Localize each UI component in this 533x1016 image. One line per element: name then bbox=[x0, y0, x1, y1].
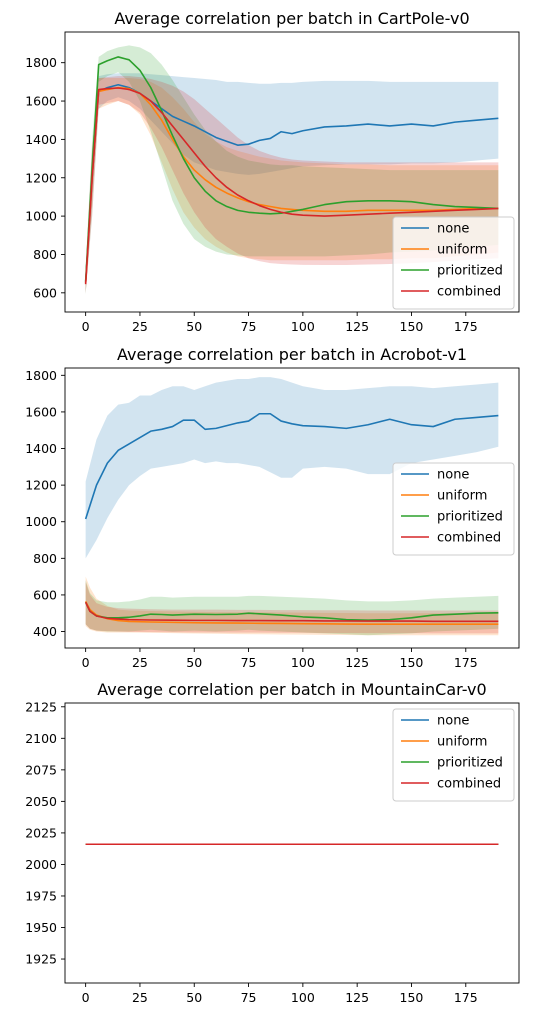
x-tick-label: 25 bbox=[132, 990, 148, 1005]
axes-frame bbox=[64, 367, 520, 649]
y-tick-label: 1000 bbox=[25, 209, 57, 224]
x-tick-label: 50 bbox=[186, 990, 202, 1005]
subplot-acrobot: 0 25 50 75 100 125 150 175 400 600 800 1000 1200 1400… bbox=[25, 345, 520, 670]
x-tick-label: 175 bbox=[454, 319, 478, 334]
legend-label-none: none bbox=[437, 468, 469, 483]
legend-label-combined: combined bbox=[437, 531, 501, 546]
y-tick-label: 600 bbox=[33, 587, 57, 602]
y-tick-label: 1975 bbox=[25, 888, 57, 903]
x-tick-label: 100 bbox=[291, 655, 315, 670]
x-tick-label: 125 bbox=[345, 655, 369, 670]
legend-box bbox=[392, 462, 515, 556]
legend: none uniform prioritized combined bbox=[392, 708, 515, 802]
series-line-prioritized bbox=[84, 56, 499, 282]
x-tick-label: 150 bbox=[400, 319, 424, 334]
series-line-uniform bbox=[84, 86, 499, 284]
y-tick-label: 1200 bbox=[25, 478, 57, 493]
legend-label-prioritized: prioritized bbox=[437, 264, 503, 279]
y-tick-label: 2125 bbox=[25, 699, 57, 714]
legend-label-prioritized: prioritized bbox=[437, 510, 503, 525]
y-tick-label: 1200 bbox=[25, 170, 57, 185]
y-tick-label: 1925 bbox=[25, 952, 57, 967]
band-none bbox=[85, 377, 499, 559]
subplot-cartpole: 0 25 50 75 100 125 150 175 600 800 1000 1200 1400 160… bbox=[25, 9, 520, 334]
x-tick-label: 50 bbox=[186, 655, 202, 670]
x-tick-label: 75 bbox=[241, 990, 257, 1005]
y-tick-label: 400 bbox=[33, 624, 57, 639]
x-tick-label: 100 bbox=[291, 319, 315, 334]
chart-title: Average correlation per batch in CartPol… bbox=[114, 9, 469, 28]
axes-frame bbox=[64, 31, 520, 313]
legend-label-uniform: uniform bbox=[437, 243, 487, 258]
y-tick-label: 1800 bbox=[25, 55, 57, 70]
legend-label-combined: combined bbox=[437, 777, 501, 792]
legend-label-none: none bbox=[437, 714, 469, 729]
x-tick-label: 50 bbox=[186, 319, 202, 334]
x-tick-label: 75 bbox=[241, 655, 257, 670]
x-tick-label: 150 bbox=[400, 990, 424, 1005]
axes-frame bbox=[64, 702, 520, 984]
legend: none uniform prioritized combined bbox=[392, 462, 515, 556]
y-tick-label: 1000 bbox=[25, 514, 57, 529]
legend: none uniform prioritized combined bbox=[392, 216, 515, 310]
y-tick-label: 2050 bbox=[25, 794, 57, 809]
legend-label-uniform: uniform bbox=[437, 489, 487, 504]
x-tick-label: 0 bbox=[82, 655, 90, 670]
x-tick-label: 0 bbox=[82, 319, 90, 334]
legend-label-combined: combined bbox=[437, 285, 501, 300]
x-tick-label: 0 bbox=[82, 990, 90, 1005]
x-tick-label: 75 bbox=[241, 319, 257, 334]
y-tick-label: 600 bbox=[33, 285, 57, 300]
legend-label-uniform: uniform bbox=[437, 735, 487, 750]
x-tick-label: 100 bbox=[291, 990, 315, 1005]
y-tick-label: 1400 bbox=[25, 441, 57, 456]
y-tick-label: 800 bbox=[33, 551, 57, 566]
y-tick-label: 1600 bbox=[25, 404, 57, 419]
band-none bbox=[85, 73, 499, 293]
x-tick-label: 150 bbox=[400, 655, 424, 670]
x-tick-label: 25 bbox=[132, 319, 148, 334]
chart-title: Average correlation per batch in Mountai… bbox=[97, 680, 486, 699]
legend-label-prioritized: prioritized bbox=[437, 756, 503, 771]
series-line-none bbox=[84, 412, 499, 520]
x-tick-label: 25 bbox=[132, 655, 148, 670]
series-line-uniform bbox=[84, 600, 499, 626]
y-tick-label: 1400 bbox=[25, 132, 57, 147]
y-tick-label: 1950 bbox=[25, 920, 57, 935]
subplot-mountaincar: 0 25 50 75 100 125 150 175 1925 1950 1975 2000 2025 2… bbox=[25, 680, 520, 1005]
y-tick-label: 2100 bbox=[25, 731, 57, 746]
x-tick-label: 175 bbox=[454, 655, 478, 670]
x-tick-label: 125 bbox=[345, 319, 369, 334]
y-tick-label: 1600 bbox=[25, 94, 57, 109]
x-tick-label: 125 bbox=[345, 990, 369, 1005]
series-line-combined bbox=[84, 87, 499, 285]
legend-box bbox=[392, 708, 515, 802]
y-tick-label: 1800 bbox=[25, 368, 57, 383]
y-tick-label: 800 bbox=[33, 247, 57, 262]
series-line-prioritized bbox=[84, 601, 499, 621]
y-tick-label: 2000 bbox=[25, 857, 57, 872]
legend-label-none: none bbox=[437, 222, 469, 237]
legend-box bbox=[392, 216, 515, 310]
series-line-combined bbox=[84, 601, 499, 623]
chart-title: Average correlation per batch in Acrobot… bbox=[117, 345, 467, 364]
y-tick-label: 2025 bbox=[25, 825, 57, 840]
y-tick-label: 2075 bbox=[25, 762, 57, 777]
x-tick-label: 175 bbox=[454, 990, 478, 1005]
plot-area bbox=[84, 377, 499, 636]
series-line-none bbox=[84, 83, 499, 283]
